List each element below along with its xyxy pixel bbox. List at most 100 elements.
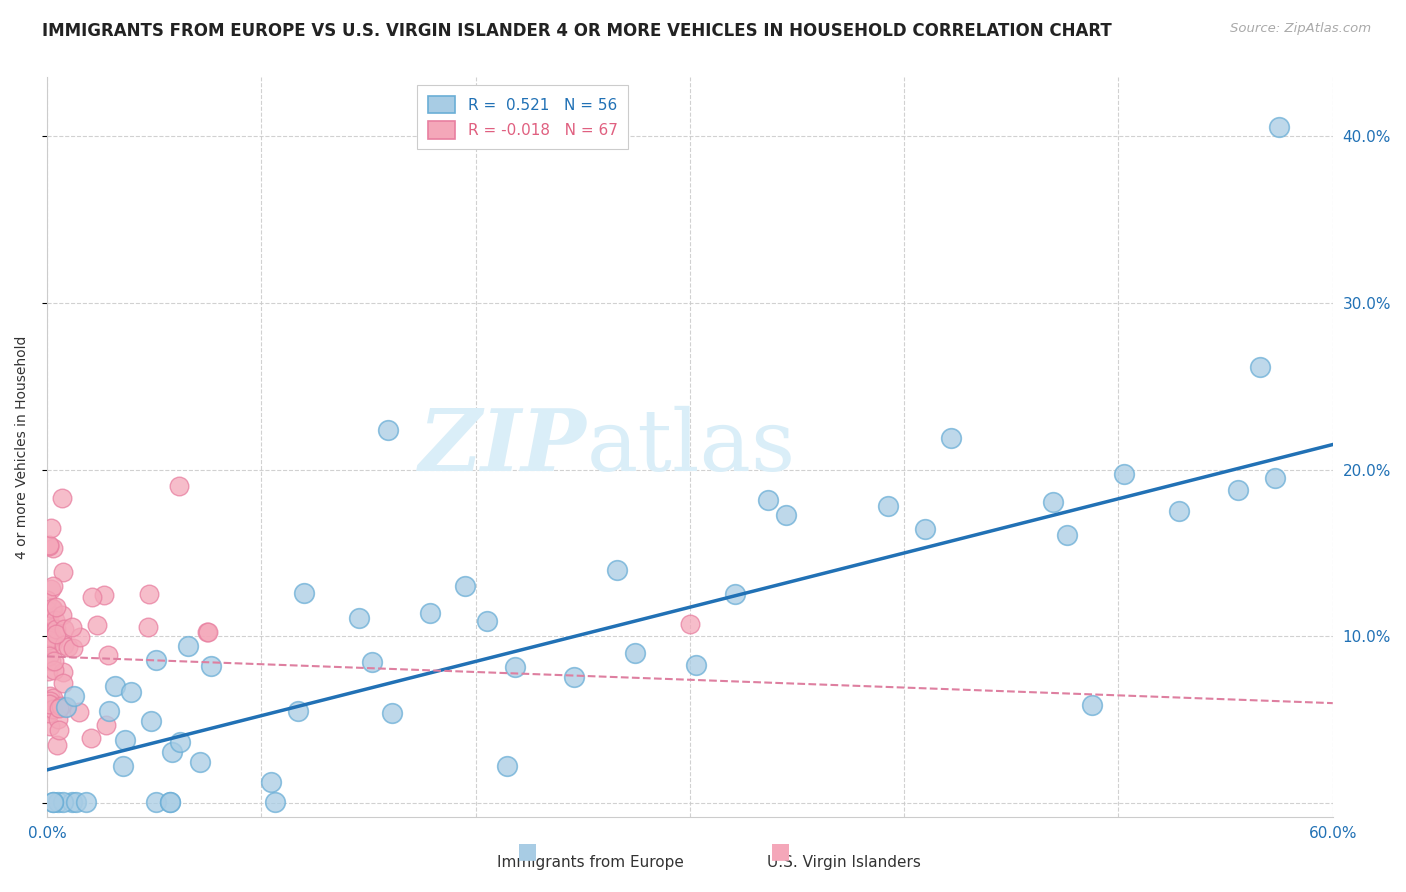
- Point: [623, 646, 645, 660]
- Point: [52, 676, 75, 690]
- Point: [264, 795, 287, 809]
- Point: [775, 508, 797, 522]
- Point: [55, 700, 77, 714]
- Point: [42, 795, 65, 809]
- Point: [38, 538, 60, 552]
- Point: [67, 706, 90, 720]
- Point: [114, 733, 136, 747]
- Point: [52, 795, 75, 809]
- Point: [136, 620, 159, 634]
- Point: [60, 795, 83, 809]
- Point: [51, 491, 73, 505]
- Point: [41, 654, 63, 668]
- Point: [41, 521, 63, 535]
- Point: [48, 723, 70, 737]
- Point: [380, 706, 402, 720]
- Point: [52, 623, 75, 637]
- Point: [1168, 504, 1191, 518]
- Text: ZIP: ZIP: [419, 405, 588, 489]
- Point: [360, 656, 382, 670]
- Point: [46, 712, 69, 726]
- Point: [197, 625, 219, 640]
- Point: [347, 611, 370, 625]
- Point: [51, 699, 73, 714]
- Point: [86, 618, 108, 632]
- Text: ■: ■: [770, 841, 790, 861]
- Point: [377, 423, 399, 437]
- Point: [475, 614, 498, 628]
- Point: [93, 588, 115, 602]
- Point: [65, 795, 87, 809]
- Point: [97, 648, 120, 663]
- Point: [39, 690, 62, 704]
- Point: [45, 738, 67, 752]
- Point: [39, 719, 62, 733]
- Point: [562, 670, 585, 684]
- Point: [159, 795, 181, 809]
- Point: [939, 431, 962, 445]
- Point: [37, 664, 59, 678]
- Point: [42, 701, 65, 715]
- Point: [1264, 471, 1286, 485]
- Point: [42, 654, 65, 668]
- Point: [38, 622, 60, 636]
- Point: [38, 633, 60, 648]
- Point: [724, 587, 747, 601]
- Point: [1080, 698, 1102, 712]
- Point: [63, 689, 86, 703]
- Point: [52, 665, 75, 680]
- Point: [44, 613, 66, 627]
- Point: [42, 635, 65, 649]
- Point: [41, 636, 63, 650]
- Y-axis label: 4 or more Vehicles in Household: 4 or more Vehicles in Household: [15, 335, 30, 558]
- Point: [42, 579, 65, 593]
- Point: [120, 685, 142, 699]
- Point: [62, 641, 84, 656]
- Point: [38, 648, 60, 663]
- Point: [56, 640, 79, 654]
- Point: [37, 619, 59, 633]
- Point: [37, 603, 59, 617]
- Point: [42, 691, 65, 706]
- Point: [46, 795, 69, 809]
- Point: [453, 579, 475, 593]
- Point: [37, 593, 59, 607]
- Point: [679, 617, 702, 632]
- Point: [37, 629, 59, 643]
- Point: [82, 590, 104, 604]
- Point: [42, 795, 65, 809]
- Point: [606, 563, 628, 577]
- Text: Immigrants from Europe: Immigrants from Europe: [498, 855, 683, 870]
- Point: [139, 714, 162, 729]
- Point: [877, 500, 900, 514]
- Point: [38, 706, 60, 721]
- Point: [62, 620, 84, 634]
- Point: [41, 630, 63, 644]
- Point: [55, 699, 77, 714]
- Point: [159, 795, 181, 809]
- Point: [69, 630, 91, 644]
- Point: [42, 601, 65, 615]
- Point: [38, 697, 60, 711]
- Point: [138, 587, 160, 601]
- Point: [52, 565, 75, 579]
- Point: [145, 653, 167, 667]
- Point: [111, 759, 134, 773]
- Point: [1227, 483, 1250, 498]
- Text: Source: ZipAtlas.com: Source: ZipAtlas.com: [1230, 22, 1371, 36]
- Point: [160, 745, 183, 759]
- Point: [48, 701, 70, 715]
- Point: [287, 704, 309, 718]
- Point: [1056, 528, 1078, 542]
- Point: [200, 658, 222, 673]
- Point: [169, 735, 191, 749]
- Point: [45, 599, 67, 614]
- Point: [38, 611, 60, 625]
- Point: [38, 625, 60, 640]
- Point: [197, 625, 219, 640]
- Point: [80, 731, 103, 746]
- Point: [188, 755, 211, 769]
- Point: [145, 795, 167, 809]
- Point: [45, 627, 67, 641]
- Text: ■: ■: [517, 841, 537, 861]
